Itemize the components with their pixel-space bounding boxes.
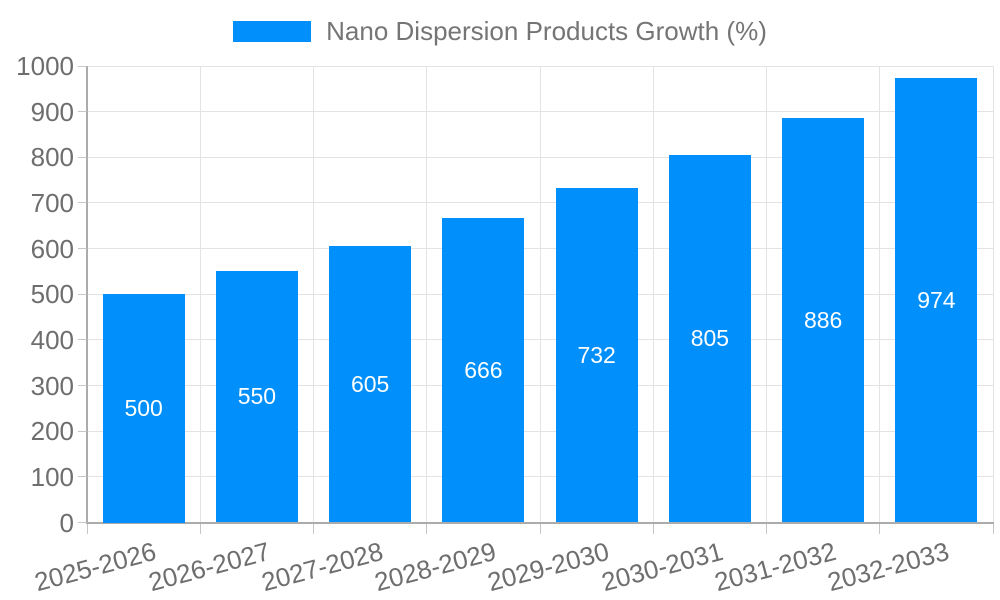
y-axis-tick-label: 600 [30,233,74,264]
x-axis-line [86,522,994,524]
y-tick-mark [78,111,87,113]
x-tick-mark [652,524,654,534]
x-tick-mark [539,524,541,534]
bar-value-label: 886 [803,306,843,333]
y-tick-mark [78,202,87,204]
y-axis-tick-label: 300 [30,370,74,401]
bar[interactable]: 886 [782,118,865,523]
x-tick-mark [766,524,767,534]
y-tick-mark [78,430,87,432]
x-axis-tick-label: 2029-2030 [484,536,613,598]
legend-marker-icon [233,20,312,42]
bar-value-label: 550 [237,383,277,410]
y-axis-tick-label: 100 [30,461,74,492]
x-axis-tick-label: 2025-2026 [31,536,160,598]
y-axis-tick-label: 500 [30,279,74,310]
y-tick-mark [78,248,87,250]
bar-value-label: 500 [124,394,163,421]
x-tick-mark [313,524,314,534]
y-tick-mark [78,156,87,158]
bar-value-label: 974 [917,286,956,313]
y-axis-tick-label: 1000 [16,51,74,81]
x-tick-mark [992,524,994,534]
legend-item[interactable]: Nano Dispersion Products Growth (%) [0,16,1000,46]
x-gridline [313,66,314,523]
y-axis-tick-label: 200 [30,416,74,447]
bar[interactable]: 805 [668,155,751,523]
y-tick-mark [78,339,87,341]
x-axis-tick-label: 2032-2033 [824,536,953,598]
x-gridline [539,66,541,523]
bar-value-label: 605 [350,370,390,397]
bar-value-label: 805 [690,325,730,352]
x-tick-mark [426,524,428,534]
x-axis-tick-label: 2030-2031 [597,536,726,598]
y-tick-mark [78,65,87,67]
x-axis-tick-label: 2027-2028 [258,536,386,598]
x-axis-tick-label: 2031-2032 [711,536,839,598]
y-axis-tick-label: 700 [30,187,74,218]
y-tick-mark [78,476,87,478]
x-axis-tick-label: 2026-2027 [144,536,273,598]
x-tick-mark [86,524,88,534]
x-gridline [426,66,428,523]
y-axis-tick-label: 800 [30,142,74,173]
y-axis-tick-label: 400 [30,324,74,355]
legend-label: Nano Dispersion Products Growth (%) [326,15,767,46]
x-gridline [652,66,654,523]
bar[interactable]: 605 [329,246,412,523]
x-gridline [879,66,881,523]
y-axis-tick-label: 0 [59,507,74,538]
bar-value-label: 732 [577,341,616,368]
y-tick-mark [78,522,87,523]
y-axis-line [86,66,88,523]
y-tick-mark [78,293,87,295]
x-gridline [992,66,994,523]
y-axis-tick-label: 900 [30,96,74,127]
bar[interactable]: 732 [555,188,638,523]
x-gridline [766,66,767,523]
bar[interactable]: 974 [895,77,978,523]
x-tick-mark [879,524,881,534]
bar[interactable]: 666 [442,218,525,523]
bar-value-label: 666 [464,356,503,383]
bar[interactable]: 500 [102,294,185,523]
x-gridline [199,66,201,523]
x-tick-mark [199,524,201,534]
x-axis-tick-label: 2028-2029 [371,536,500,598]
bar[interactable]: 550 [215,271,298,523]
y-tick-mark [78,385,87,387]
